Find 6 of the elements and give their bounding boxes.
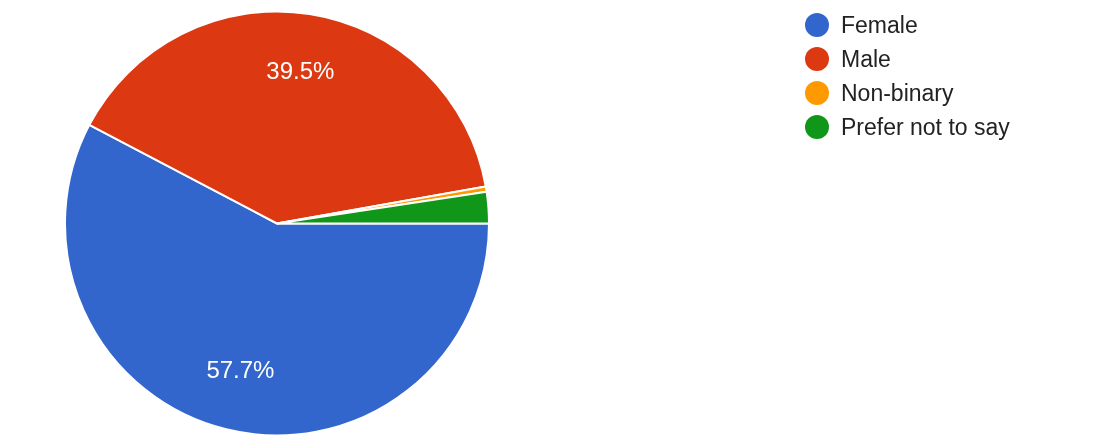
legend-label: Female xyxy=(841,11,918,39)
data-label: 57.7% xyxy=(206,356,275,384)
legend-label: Male xyxy=(841,45,891,73)
legend-label: Prefer not to say xyxy=(841,113,1010,141)
data-label: 39.5% xyxy=(266,57,335,85)
legend-label: Non-binary xyxy=(841,79,954,107)
